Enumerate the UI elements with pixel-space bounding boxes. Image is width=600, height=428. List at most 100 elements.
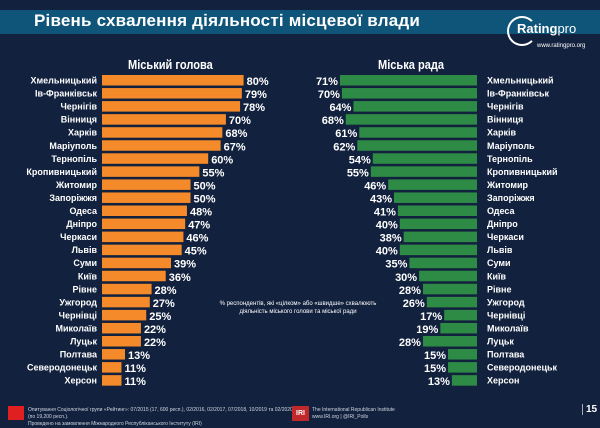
council-category-label: Ів-Франківськ: [487, 89, 550, 99]
council-category-label: Черкаси: [487, 232, 524, 242]
mayor-category-label: Херсон: [65, 376, 97, 386]
logo-url: www.ratingpro.org: [537, 43, 586, 49]
mayor-value-label: 36%: [169, 272, 191, 284]
mayor-bar: [102, 296, 150, 308]
council-value-label: 41%: [374, 207, 396, 219]
council-bar: [341, 88, 477, 99]
mayor-bar: [102, 127, 223, 138]
mayor-category-label: Київ: [78, 271, 98, 281]
source-line-2: Проведено на замовлення Міжнародного Рес…: [28, 421, 202, 427]
mayor-category-label: Дніпро: [66, 219, 97, 229]
council-value-label: 15%: [424, 363, 446, 375]
mayor-bar: [102, 114, 226, 125]
mayor-category-label: Полтава: [60, 350, 98, 360]
mayor-category-label: Суми: [73, 258, 97, 268]
mayor-chart-title: Міський голова: [128, 57, 213, 72]
council-bar: [394, 192, 477, 203]
council-category-label: Чернігів: [487, 102, 524, 112]
council-bar: [409, 257, 477, 269]
mayor-bar: [102, 362, 122, 373]
council-category-label: Рівне: [487, 284, 511, 294]
title-band: [0, 10, 600, 34]
mayor-bar: [102, 349, 126, 360]
mayor-category-label: Львів: [72, 245, 98, 255]
mayor-value-label: 67%: [224, 141, 246, 153]
logo-name: Rating: [517, 21, 558, 36]
mayor-category-label: Харків: [68, 128, 98, 138]
mayor-value-label: 50%: [194, 180, 216, 192]
mayor-category-label: Рівне: [73, 284, 97, 294]
council-category-label: Львів: [487, 245, 513, 255]
council-bar: [403, 231, 477, 243]
council-category-label: Вінниця: [487, 115, 523, 125]
mayor-value-label: 55%: [202, 167, 224, 179]
mayor-bar: [102, 140, 221, 151]
mayor-bar: [102, 179, 191, 190]
council-bar: [422, 336, 477, 347]
mayor-value-label: 78%: [243, 102, 265, 114]
council-value-label: 68%: [322, 115, 344, 127]
council-value-label: 26%: [403, 298, 425, 310]
council-value-label: 61%: [335, 128, 357, 140]
council-category-label: Луцьк: [487, 337, 514, 347]
council-bar: [399, 244, 477, 256]
council-bar: [357, 140, 477, 151]
council-chart-title: Міська рада: [378, 57, 445, 72]
source-line-1: Опитування Соціологічної групи «Рейтинг»…: [28, 407, 293, 420]
council-value-label: 19%: [416, 324, 438, 336]
council-bar: [419, 270, 477, 282]
council-category-label: Чернівці: [487, 310, 525, 320]
mayor-value-label: 79%: [245, 89, 267, 101]
mayor-value-label: 13%: [128, 350, 150, 362]
council-category-label: Миколаїв: [487, 323, 529, 333]
mayor-category-label: Северодонецьк: [27, 363, 98, 373]
council-bar: [440, 322, 477, 334]
mayor-value-label: 60%: [211, 154, 233, 166]
council-category-label: Маріуполь: [487, 141, 535, 151]
council-category-label: Житомир: [486, 180, 529, 190]
council-bar: [422, 283, 477, 295]
mayor-value-label: 11%: [124, 376, 146, 388]
council-bar: [399, 218, 477, 230]
council-bar: [345, 114, 477, 125]
mayor-category-label: Одеса: [70, 206, 98, 216]
mayor-bar: [102, 336, 141, 347]
footer: Опитування Соціологічної групи «Рейтинг»…: [0, 404, 600, 427]
council-value-label: 35%: [385, 259, 407, 271]
council-value-label: 70%: [318, 89, 340, 101]
council-category-label: Полтава: [487, 350, 525, 360]
iri-line-2: www.IRI.org | @IRI_Polls: [312, 414, 369, 420]
mayor-bar: [102, 270, 166, 282]
mayor-category-label: Черкаси: [60, 232, 97, 242]
mayor-category-label: Маріуполь: [49, 141, 97, 151]
council-bar: [388, 179, 477, 190]
council-value-label: 55%: [347, 167, 369, 179]
council-value-label: 71%: [316, 76, 338, 88]
council-bar: [339, 75, 477, 86]
council-bar: [397, 205, 477, 216]
council-value-label: 28%: [399, 285, 421, 297]
council-value-label: 30%: [395, 272, 417, 284]
mayor-bar: [102, 75, 244, 86]
mayor-value-label: 28%: [155, 285, 177, 297]
page-number: 15: [582, 404, 597, 415]
council-bar: [359, 127, 477, 138]
council-value-label: 38%: [380, 233, 402, 245]
ratingpro-logo: Ratingpro www.ratingpro.org: [505, 16, 595, 56]
mayor-category-label: Житомир: [55, 180, 98, 190]
mayor-bar: [102, 88, 242, 99]
council-category-label: Запоріжжя: [487, 193, 535, 203]
council-category-label: Тернопіль: [487, 154, 533, 164]
mayor-value-label: 50%: [194, 193, 216, 205]
council-category-label: Северодонецьк: [487, 363, 558, 373]
mayor-bar: [102, 283, 152, 295]
rating-footer-logo-icon: [8, 406, 24, 420]
mayor-category-label: Ів-Франківськ: [35, 89, 98, 99]
mayor-value-label: 25%: [149, 311, 171, 323]
council-category-label: Суми: [487, 258, 511, 268]
council-category-label: Харків: [487, 128, 517, 138]
iri-logo: IRI: [292, 406, 309, 421]
mayor-value-label: 22%: [144, 324, 166, 336]
mayor-category-label: Ужгород: [59, 297, 97, 307]
mayor-value-label: 27%: [153, 298, 175, 310]
